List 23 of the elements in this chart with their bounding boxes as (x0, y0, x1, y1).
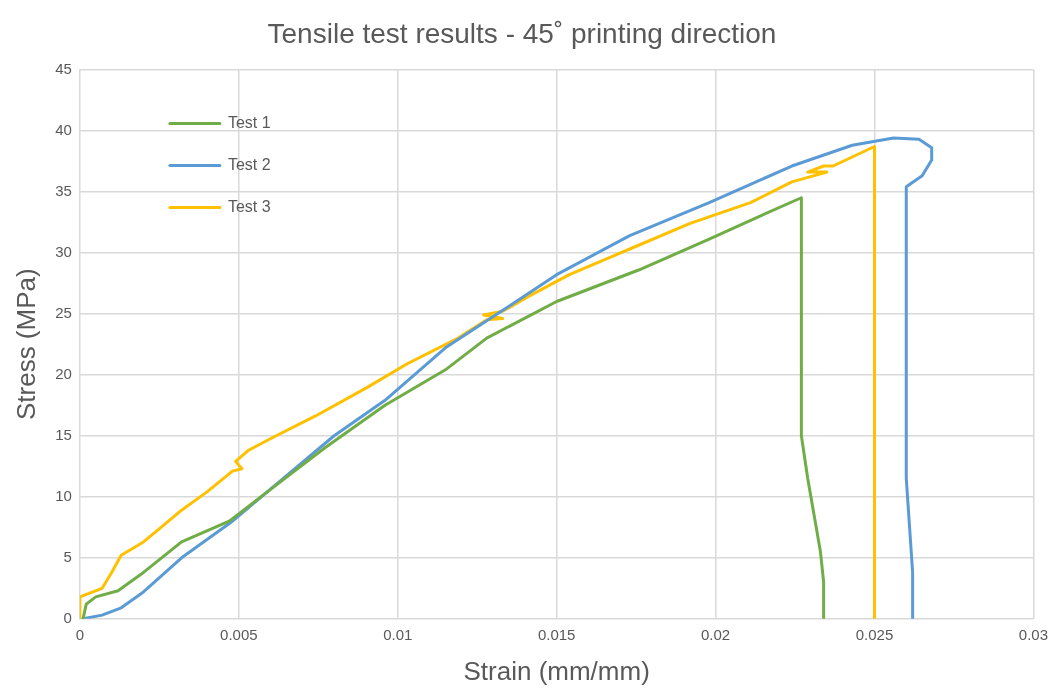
x-tick-label: 0 (75, 625, 85, 643)
legend-label: Test 2 (227, 156, 271, 174)
y-tick-label: 15 (55, 425, 72, 443)
y-tick-label: 5 (63, 547, 72, 565)
y-tick-label: 10 (55, 486, 72, 504)
y-tick-label: 20 (55, 364, 72, 382)
x-tick-label: 0.02 (700, 625, 731, 643)
x-tick-label: 0.025 (855, 625, 894, 643)
x-tick-label: 0.015 (537, 625, 576, 643)
x-tick-label: 0.01 (383, 625, 413, 643)
x-axis-title: Strain (mm/mm) (463, 655, 650, 686)
legend-label: Test 1 (227, 114, 271, 132)
x-tick-label: 0.03 (1018, 625, 1048, 643)
y-tick-label: 40 (55, 120, 72, 138)
y-axis-title: Stress (MPa) (10, 268, 41, 421)
y-tick-label: 0 (63, 608, 72, 626)
y-tick-label: 30 (55, 242, 72, 260)
legend-label: Test 3 (227, 198, 271, 216)
y-tick-label: 25 (55, 303, 72, 321)
y-tick-label: 35 (55, 181, 72, 199)
x-tick-label: 0.005 (220, 625, 258, 643)
chart-title: Tensile test results - 45˚ printing direction (267, 17, 777, 49)
y-tick-label: 45 (55, 59, 72, 77)
